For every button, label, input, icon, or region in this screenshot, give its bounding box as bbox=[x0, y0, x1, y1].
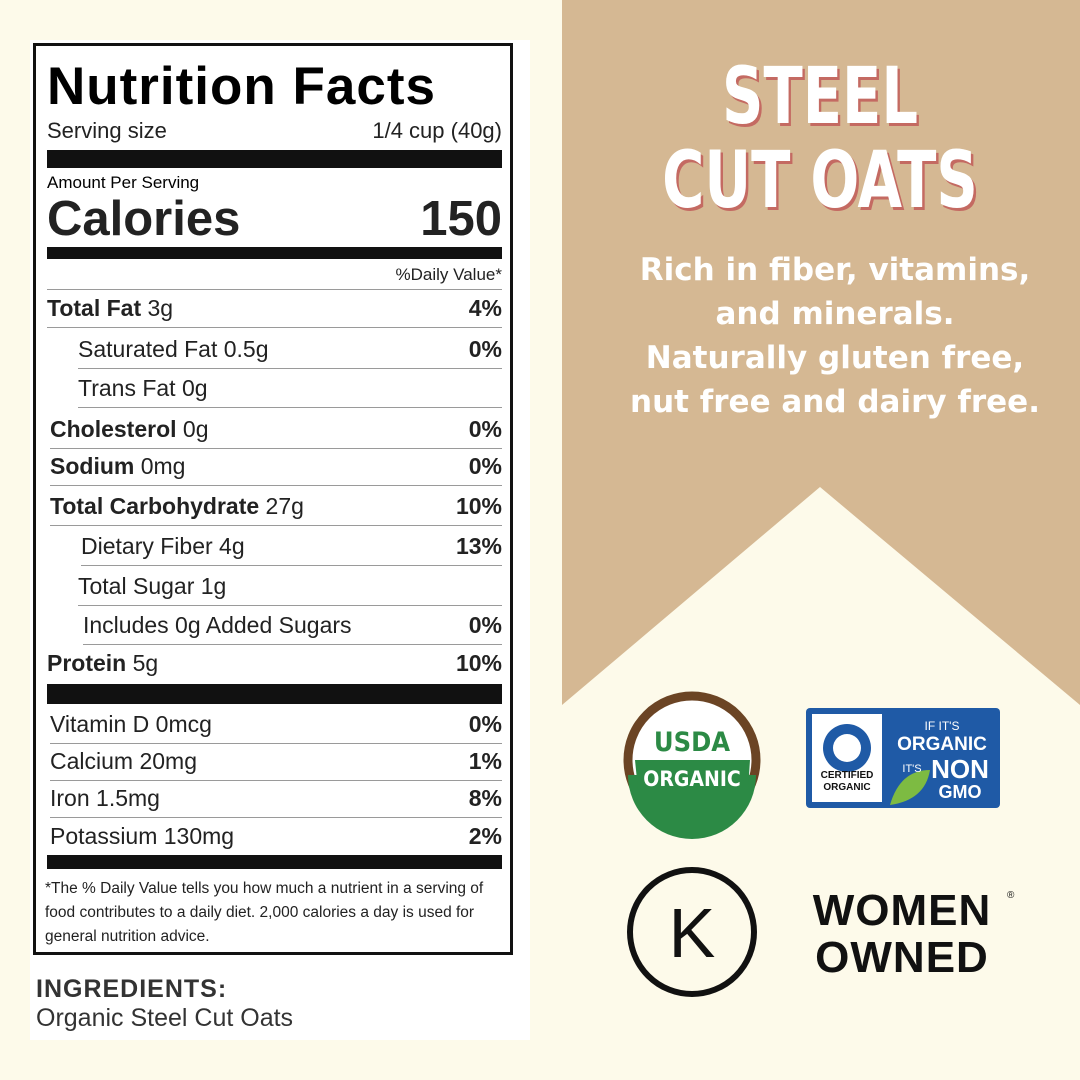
vitamin-label: Potassium 130mg bbox=[50, 822, 235, 849]
nutrient-amount: 27g bbox=[265, 493, 304, 519]
nutrient-amount: 1g bbox=[200, 573, 227, 599]
label-title: Nutrition Facts bbox=[47, 57, 436, 116]
kosher-text: K bbox=[669, 894, 716, 972]
owned-text: OWNED bbox=[815, 933, 989, 982]
qai-text: ORGANIC bbox=[823, 782, 870, 793]
vitamin-dv: 8% bbox=[468, 785, 502, 811]
nutrient-dv: 0% bbox=[468, 612, 502, 638]
nutrient-row: Dietary Fiber 4g 13% bbox=[81, 528, 502, 566]
nutrient-amount: 5g bbox=[132, 649, 159, 676]
nutrient-row: Cholesterol 0g 0% bbox=[50, 411, 502, 449]
serving-value: 1/4 cup (40g) bbox=[372, 118, 502, 143]
nutrient-label: Dietary Fiber bbox=[81, 533, 213, 559]
nutrient-label: Saturated Fat bbox=[78, 336, 218, 362]
footnote: *The % Daily Value tells you how much a … bbox=[45, 880, 484, 945]
nutrient-label: Sodium bbox=[50, 453, 135, 479]
nutrient-dv: 10% bbox=[455, 493, 502, 519]
calories-value: 150 bbox=[420, 192, 502, 246]
thick-rule bbox=[47, 150, 502, 168]
vitamin-row: Iron 1.5mg 8% bbox=[50, 780, 502, 818]
nutrient-label: Total Fat bbox=[47, 295, 142, 321]
vitamin-dv: 2% bbox=[468, 822, 502, 849]
qai-text: ORGANIC bbox=[897, 734, 987, 755]
nutrient-dv: 0% bbox=[468, 453, 502, 479]
thick-rule bbox=[47, 855, 502, 869]
women-owned-badge: WOMEN OWNED ® bbox=[813, 886, 1015, 982]
calories-row: Calories 150 bbox=[47, 192, 502, 246]
nutrient-row: Includes 0g Added Sugars 0% bbox=[83, 607, 502, 645]
nutrient-row: Protein 5g 10% bbox=[47, 644, 502, 682]
thick-rule bbox=[47, 684, 502, 704]
nutrient-row: Sodium 0mg 0% bbox=[50, 448, 502, 486]
calories-label: Calories bbox=[47, 192, 241, 246]
nutrient-dv: 10% bbox=[455, 649, 502, 676]
nutrient-dv: 4% bbox=[468, 295, 502, 321]
title-line: CUT OATS bbox=[662, 136, 978, 226]
nutrient-row: Saturated Fat 0.5g 0% bbox=[78, 331, 502, 369]
nutrient-dv: 0% bbox=[468, 336, 502, 362]
vitamin-label: Iron 1.5mg bbox=[50, 785, 160, 811]
usda-text: ORGANIC bbox=[643, 767, 740, 791]
ingredients-heading: INGREDIENTS: bbox=[36, 975, 228, 1003]
women-text: WOMEN bbox=[813, 886, 992, 935]
dv-header-text: %Daily Value* bbox=[395, 264, 502, 284]
medium-rule bbox=[47, 247, 502, 259]
vitamin-dv: 1% bbox=[468, 748, 502, 774]
vitamin-dv: 0% bbox=[468, 711, 502, 737]
registered-mark: ® bbox=[1007, 890, 1015, 901]
nutrient-amount: 0g bbox=[181, 375, 208, 401]
amount-per-serving: Amount Per Serving bbox=[47, 173, 200, 192]
nutrient-amount: 0g bbox=[182, 416, 209, 442]
vitamin-row: Vitamin D 0mcg 0% bbox=[50, 706, 502, 744]
nutrient-amount: 4g bbox=[219, 533, 245, 559]
vitamin-label: Vitamin D 0mcg bbox=[50, 711, 212, 737]
qai-text: IT'S bbox=[902, 763, 921, 775]
nutrient-label: Includes 0g Added Sugars bbox=[83, 612, 352, 638]
qai-badge: CERTIFIED ORGANIC IF IT'S ORGANIC IT'S N… bbox=[806, 708, 1000, 808]
nutrient-dv: 0% bbox=[468, 416, 502, 442]
serving-label: Serving size bbox=[47, 118, 167, 143]
nutrition-label: Nutrition Facts Serving size 1/4 cup (40g… bbox=[33, 43, 513, 955]
qai-text: NON bbox=[931, 754, 989, 784]
nutrient-label: Protein bbox=[47, 649, 127, 676]
nutrient-amount: 0.5g bbox=[223, 336, 269, 362]
ingredients-text: Organic Steel Cut Oats bbox=[36, 1004, 294, 1032]
serving-row: Serving size 1/4 cup (40g) bbox=[47, 112, 502, 150]
vitamin-label: Calcium 20mg bbox=[50, 748, 197, 774]
usda-badge: USDA ORGANIC bbox=[623, 691, 761, 839]
kosher-badge: K bbox=[627, 867, 757, 997]
qai-text: GMO bbox=[939, 782, 982, 802]
nutrient-row: Total Sugar 1g bbox=[78, 568, 502, 606]
nutrient-row: Total Fat 3g 4% bbox=[47, 290, 502, 328]
nutrient-label: Total Sugar bbox=[78, 573, 195, 599]
vitamin-row: Potassium 130mg 2% bbox=[50, 817, 502, 855]
usda-text: USDA bbox=[654, 727, 730, 758]
description: Rich in fiber, vitamins, and minerals. N… bbox=[630, 252, 1040, 420]
tan-panel bbox=[562, 0, 1080, 705]
title-line: STEEL bbox=[721, 52, 919, 142]
nutrient-amount: 3g bbox=[147, 295, 174, 321]
nutrient-label: Cholesterol bbox=[50, 416, 177, 442]
qai-text: IF IT'S bbox=[925, 719, 960, 733]
nutrient-amount: 0mg bbox=[140, 453, 186, 479]
vitamin-row: Calcium 20mg 1% bbox=[50, 743, 502, 781]
dv-header: %Daily Value* bbox=[47, 260, 502, 290]
nutrient-dv: 13% bbox=[455, 533, 502, 559]
nutrient-row: Total Carbohydrate 27g 10% bbox=[50, 488, 502, 526]
qai-text: CERTIFIED bbox=[821, 770, 874, 781]
nutrient-label: Trans Fat bbox=[78, 375, 176, 401]
nutrient-row: Trans Fat 0g bbox=[78, 370, 502, 408]
nutrient-label: Total Carbohydrate bbox=[50, 493, 260, 519]
